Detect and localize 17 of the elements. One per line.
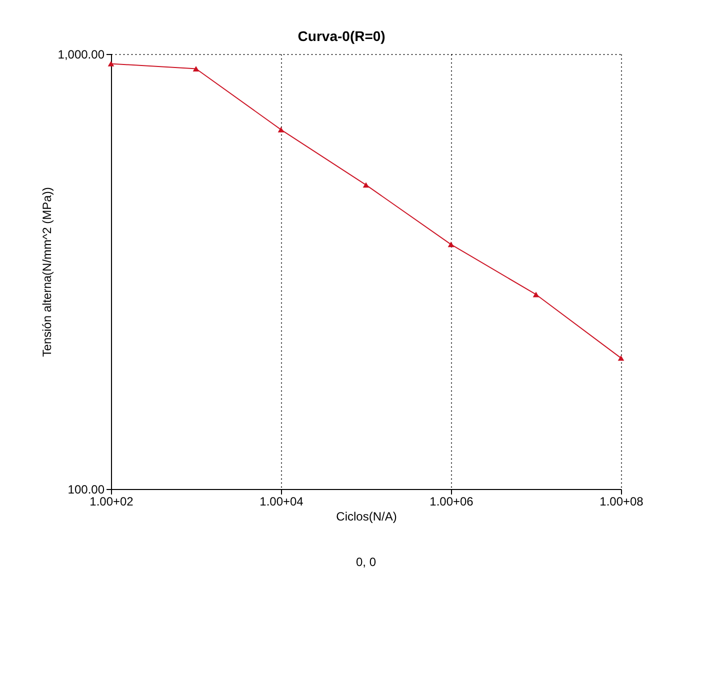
point xyxy=(448,242,454,248)
point xyxy=(618,355,624,361)
x-tick-label: 1.00+04 xyxy=(260,494,304,508)
point xyxy=(108,60,114,66)
x-tick-label: 1.00+08 xyxy=(600,494,644,508)
point xyxy=(532,292,540,298)
x-axis-title: Ciclos(N/A) xyxy=(336,510,397,524)
point xyxy=(362,182,370,188)
x-tick-label: 1.00+02 xyxy=(90,494,134,508)
text: 0, 0 xyxy=(356,555,376,569)
y-axis-title: Tensión alterna(N/mm^2 (MPa)) xyxy=(40,187,54,357)
x-tick-label: 1.00+06 xyxy=(430,494,474,508)
y-tick-label: 100.00 xyxy=(68,482,105,496)
chart-title: Curva-0(R=0) xyxy=(298,28,386,44)
y-tick-label: 1,000.00 xyxy=(58,48,105,62)
point xyxy=(278,126,284,132)
point xyxy=(192,66,200,72)
